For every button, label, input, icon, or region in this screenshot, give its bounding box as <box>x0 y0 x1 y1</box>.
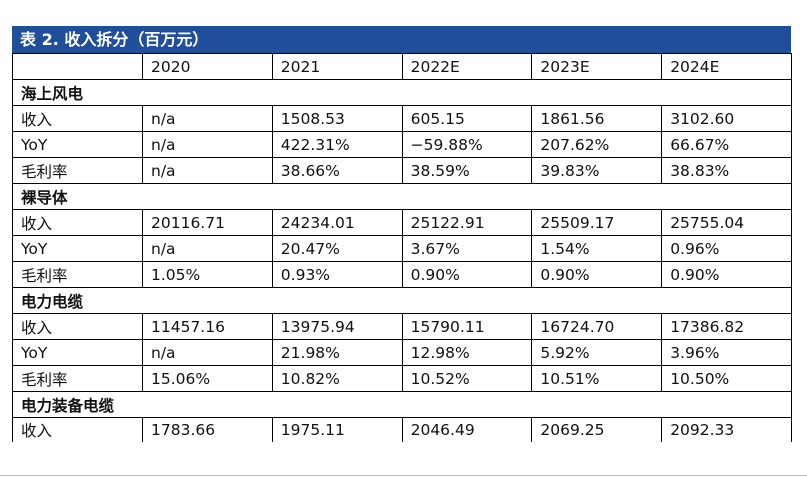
table-cell: 66.67% <box>661 131 792 158</box>
row-label: 收入 <box>12 105 143 132</box>
table-cell: 20116.71 <box>142 209 273 236</box>
table-cell: 38.66% <box>271 157 403 184</box>
header-cell: 2022E <box>401 53 533 80</box>
header-row: 2020 2021 2022E 2023E 2024E <box>12 53 792 80</box>
header-cell: 2023E <box>531 53 663 80</box>
header-cell: 2020 <box>142 53 273 80</box>
table-cell: 605.15 <box>401 105 533 132</box>
footer-divider <box>0 475 807 476</box>
section-title: 电力装备电缆 <box>12 391 792 418</box>
table-cell: 3.96% <box>661 339 792 366</box>
table-cell: n/a <box>142 105 273 132</box>
table-cell: 0.93% <box>271 261 403 288</box>
table-cell: 15790.11 <box>401 313 533 340</box>
table-cell: 15.06% <box>142 365 273 392</box>
section-row: 裸导体 <box>12 183 792 210</box>
table-cell: 1.05% <box>142 261 273 288</box>
row-label: 毛利率 <box>12 157 143 184</box>
table-cell: 1861.56 <box>531 105 663 132</box>
section-title: 电力电缆 <box>12 287 792 314</box>
table-cell: 10.51% <box>531 365 663 392</box>
table-cell: n/a <box>142 131 273 158</box>
table-cell: 2069.25 <box>531 417 663 442</box>
table-cell: 24234.01 <box>271 209 403 236</box>
table-row: YoY n/a 422.31% −59.88% 207.62% 66.67% <box>12 131 792 158</box>
row-label: YoY <box>12 131 143 158</box>
header-cell <box>12 53 143 80</box>
table-cell: 10.82% <box>271 365 403 392</box>
header-cell: 2024E <box>661 53 792 80</box>
table-cell: 0.90% <box>531 261 663 288</box>
table-cell: 1.54% <box>531 235 663 262</box>
row-label: 收入 <box>12 209 143 236</box>
table-row: 毛利率 15.06% 10.82% 10.52% 10.51% 10.50% <box>12 365 792 392</box>
table-cell: 0.90% <box>661 261 792 288</box>
row-label: YoY <box>12 235 143 262</box>
table-cell: 11457.16 <box>142 313 273 340</box>
table-cell: 2092.33 <box>661 417 792 442</box>
table-cell: 17386.82 <box>661 313 792 340</box>
table-cell: 422.31% <box>271 131 403 158</box>
table-cell: n/a <box>142 339 273 366</box>
table-row: 收入 n/a 1508.53 605.15 1861.56 3102.60 <box>12 105 792 132</box>
table-cell: 12.98% <box>401 339 533 366</box>
table-row: YoY n/a 21.98% 12.98% 5.92% 3.96% <box>12 339 792 366</box>
table-cell: 1975.11 <box>271 417 403 442</box>
section-row: 海上风电 <box>12 79 792 106</box>
table-cell: 39.83% <box>531 157 663 184</box>
table-cell: 0.96% <box>661 235 792 262</box>
table-cell: 38.59% <box>401 157 533 184</box>
table-row: 收入 11457.16 13975.94 15790.11 16724.70 1… <box>12 313 792 340</box>
table-row: 毛利率 1.05% 0.93% 0.90% 0.90% 0.90% <box>12 261 792 288</box>
header-cell: 2021 <box>271 53 403 80</box>
table-cell: 0.90% <box>401 261 533 288</box>
section-row: 电力装备电缆 <box>12 391 792 418</box>
table-row: 收入 1783.66 1975.11 2046.49 2069.25 2092.… <box>12 417 792 442</box>
table-cell: 1783.66 <box>142 417 273 442</box>
table-cell: 25122.91 <box>401 209 533 236</box>
table-cell: 25755.04 <box>661 209 792 236</box>
table-cell: 1508.53 <box>271 105 403 132</box>
table-cell: 20.47% <box>271 235 403 262</box>
table-cell: 2046.49 <box>401 417 533 442</box>
table-title: 表 2. 收入拆分（百万元） <box>12 26 791 53</box>
table-cell: 38.83% <box>661 157 792 184</box>
row-label: YoY <box>12 339 143 366</box>
table-row: YoY n/a 20.47% 3.67% 1.54% 0.96% <box>12 235 792 262</box>
table-cell: 13975.94 <box>271 313 403 340</box>
table-row: 毛利率 n/a 38.66% 38.59% 39.83% 38.83% <box>12 157 792 184</box>
row-label: 毛利率 <box>12 365 143 392</box>
table-cell: 21.98% <box>271 339 403 366</box>
section-title: 海上风电 <box>12 79 792 106</box>
table-row: 收入 20116.71 24234.01 25122.91 25509.17 2… <box>12 209 792 236</box>
row-label: 收入 <box>12 417 143 442</box>
revenue-breakdown-table: 2020 2021 2022E 2023E 2024E 海上风电 收入 n/a … <box>12 53 792 442</box>
table-cell: n/a <box>142 235 273 262</box>
table-cell: 3102.60 <box>661 105 792 132</box>
table-cell: 10.52% <box>401 365 533 392</box>
table-cell: 16724.70 <box>531 313 663 340</box>
table-cell: 3.67% <box>401 235 533 262</box>
table-cell: 5.92% <box>531 339 663 366</box>
section-title: 裸导体 <box>12 183 792 210</box>
table-cell: 10.50% <box>661 365 792 392</box>
row-label: 毛利率 <box>12 261 143 288</box>
table-cell: 207.62% <box>531 131 663 158</box>
table-cell: −59.88% <box>401 131 533 158</box>
table-cell: n/a <box>142 157 273 184</box>
section-row: 电力电缆 <box>12 287 792 314</box>
row-label: 收入 <box>12 313 143 340</box>
table-cell: 25509.17 <box>531 209 663 236</box>
